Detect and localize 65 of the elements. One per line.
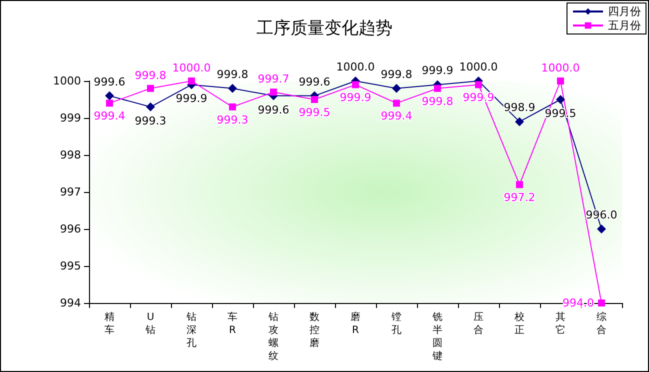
data-label: 1000.0: [541, 62, 580, 74]
point: [311, 96, 318, 103]
y-tick-label: 996: [60, 222, 81, 236]
point: [516, 181, 523, 188]
point: [188, 78, 195, 84]
point: [475, 81, 482, 88]
data-label: 999.8: [134, 68, 166, 82]
point: [393, 100, 400, 107]
data-label: 999.9: [340, 91, 372, 104]
x-tick-label: 磨R: [350, 311, 360, 336]
legend-label: 五月份: [608, 19, 641, 32]
data-label: 999.6: [258, 103, 290, 116]
x-tick-label: 压合: [474, 312, 484, 336]
point: [229, 103, 236, 110]
x-tick-label: 镗孔: [390, 311, 402, 336]
x-tick-label: 校正: [514, 311, 524, 336]
point: [228, 84, 237, 93]
point: [434, 84, 441, 92]
x-tick-label: 其它: [556, 311, 566, 336]
point: [392, 84, 401, 93]
data-label: 999.8: [216, 68, 248, 81]
x-tick-label: U钻: [144, 312, 156, 336]
data-label: 999.9: [176, 92, 208, 106]
y-tick-label: 1000: [53, 74, 81, 88]
x-tick-label: 铣半圆键: [432, 312, 442, 362]
x-tick-label: 数控磨: [310, 312, 320, 349]
point: [557, 78, 564, 84]
data-label: 999.5: [298, 106, 330, 119]
point: [556, 95, 565, 104]
data-label: 999.6: [94, 75, 126, 88]
data-label: 999.3: [216, 113, 248, 126]
data-label: 998.9: [504, 101, 536, 114]
data-label: 999.6: [298, 75, 330, 88]
y-tick-label: 995: [60, 260, 81, 272]
x-tick-label: 精车: [104, 311, 114, 336]
data-label: 999.8: [380, 68, 412, 81]
point: [105, 91, 114, 100]
x-tick-label: 综合: [596, 311, 606, 336]
point: [147, 84, 154, 92]
legend-label: 四月份: [608, 5, 641, 18]
y-tick-label: 997: [60, 186, 81, 198]
data-label: 999.8: [422, 94, 454, 108]
x-tick-label: 钻攻螺纹: [268, 312, 278, 362]
data-label: 999.7: [258, 72, 290, 86]
point: [106, 100, 113, 107]
point: [515, 117, 524, 126]
data-label: 999.3: [134, 114, 166, 128]
data-label: 1000.0: [459, 60, 498, 74]
point: [352, 81, 359, 88]
data-label: 997.2: [504, 191, 536, 204]
data-label: 1000.0: [172, 62, 211, 74]
x-tick-label: 车R: [228, 311, 238, 336]
x-tick-label: 钻深孔: [186, 312, 196, 349]
chart-title: 工序质量变化趋势: [256, 18, 392, 38]
y-tick-label: 998: [60, 148, 81, 162]
data-label: 999.9: [422, 64, 454, 78]
y-tick-label: 999: [60, 112, 81, 124]
point: [146, 102, 155, 112]
point: [598, 300, 605, 306]
point: [270, 88, 277, 96]
point: [597, 224, 606, 234]
y-tick-label: 994: [60, 296, 81, 310]
data-label: 1000.0: [336, 60, 375, 74]
data-label: 999.4: [380, 110, 412, 123]
data-label: 999.4: [94, 110, 126, 123]
